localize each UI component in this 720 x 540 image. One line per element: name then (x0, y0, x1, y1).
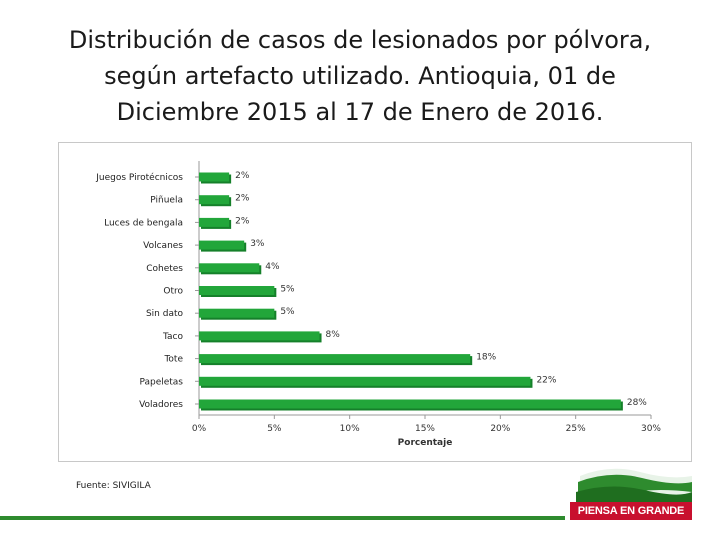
x-axis-title: Porcentaje (398, 438, 453, 448)
data-label: 2% (235, 171, 250, 181)
data-label: 22% (536, 375, 556, 385)
category-label: Tote (163, 355, 183, 365)
bottom-divider (0, 516, 565, 520)
data-label: 18% (476, 353, 496, 363)
x-tick-label: 25% (566, 424, 586, 434)
bar (199, 308, 275, 318)
slide-title: Distribución de casos de lesionados por … (40, 22, 680, 130)
data-label: 28% (627, 398, 647, 408)
category-label: Taco (162, 332, 183, 342)
bar (199, 354, 471, 364)
category-label: Piñuela (150, 196, 183, 206)
bar (199, 195, 230, 205)
bar (199, 399, 621, 409)
source-note: Fuente: SIVIGILA (76, 481, 151, 491)
data-label: 8% (326, 330, 341, 340)
data-label: 5% (280, 285, 295, 295)
category-label: Juegos Pirotécnicos (95, 172, 183, 183)
piensa-en-grande-logo: PIENSA EN GRANDE (570, 462, 692, 520)
bar (199, 263, 260, 273)
logo-text: PIENSA EN GRANDE (570, 502, 692, 520)
bar (199, 286, 275, 295)
bar (199, 331, 320, 341)
category-label: Papeletas (139, 377, 183, 387)
x-tick-label: 0% (192, 424, 207, 434)
category-label: Sin dato (146, 309, 184, 319)
flag-wave-icon (576, 468, 692, 502)
title-line-1: Distribución de casos de lesionados por … (68, 26, 652, 54)
category-label: Otro (163, 287, 183, 297)
title-line-3: Diciembre 2015 al 17 de Enero de 2016. (116, 98, 604, 126)
category-label: Volcanes (143, 241, 183, 251)
bar-chart: 0% 5% 10% 15% 20% 25% 30% Porcentaje Juegos Piro… (95, 161, 661, 448)
x-tick-label: 10% (340, 424, 360, 434)
title-line-2: según artefacto utilizado. Antioquia, 01… (104, 62, 616, 90)
bar (199, 376, 531, 386)
category-label: Luces de bengala (104, 218, 183, 228)
x-tick-label: 20% (490, 424, 510, 434)
data-label: 2% (235, 194, 250, 204)
bar (199, 172, 230, 182)
bar (199, 217, 230, 227)
chart-frame: 0% 5% 10% 15% 20% 25% 30% Porcentaje Juegos Piro… (58, 142, 692, 462)
data-label: 2% (235, 216, 250, 226)
x-tick-label: 30% (641, 424, 661, 434)
bar (199, 240, 245, 250)
category-label: Cohetes (146, 264, 183, 274)
data-label: 4% (265, 262, 280, 272)
data-label: 3% (250, 239, 265, 249)
x-tick-label: 5% (267, 424, 282, 434)
category-label: Voladores (139, 400, 183, 410)
data-label: 5% (280, 307, 295, 317)
x-tick-label: 15% (415, 424, 435, 434)
